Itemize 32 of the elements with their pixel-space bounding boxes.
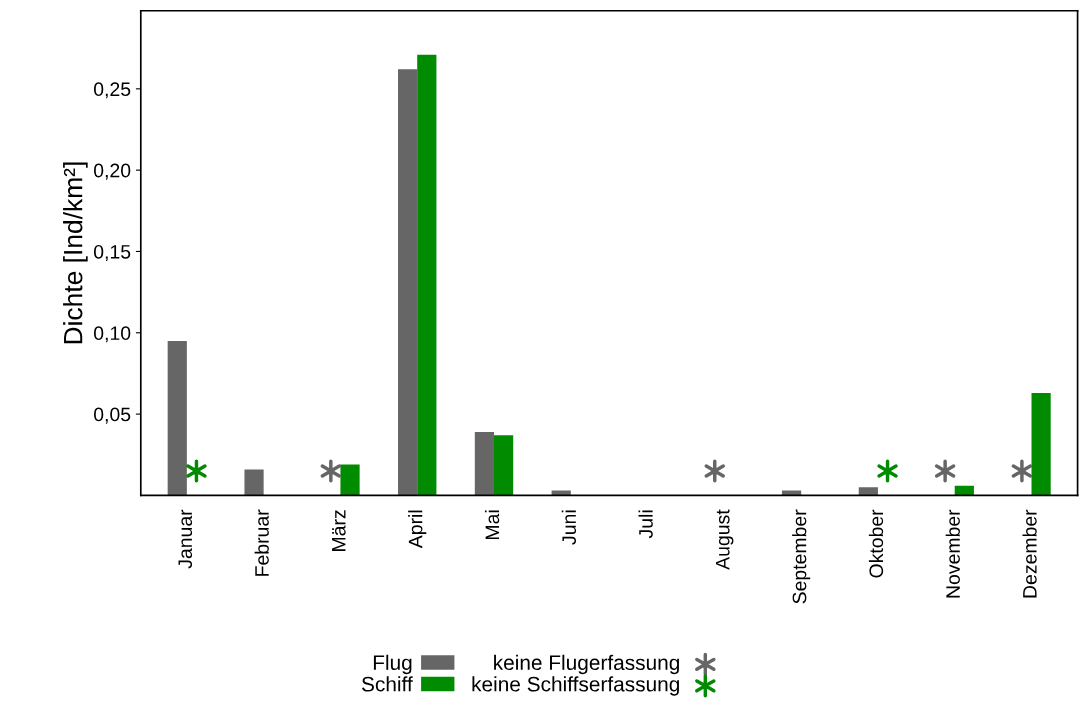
x-tick-label: September [792,509,811,604]
y-tick-label: 0,10 [93,326,131,343]
y-tick-label: 0,20 [93,163,131,180]
y-tick-label: 0,15 [93,244,131,261]
x-tick-label: Dezember [1022,509,1037,598]
y-tick-label: 0,25 [93,82,131,99]
legend-label: Schiff [361,676,413,692]
bar [954,485,974,496]
x-tick-label: Juli [638,510,653,539]
x-tick-label: Mai [484,510,500,540]
bar [417,54,437,496]
x-tick-label: Januar [178,509,193,569]
bar [398,69,418,496]
y-tick-label: 0,05 [93,407,131,424]
bar [474,431,495,496]
bar [244,469,264,496]
legend-label: Flug [373,654,412,675]
x-tick-label: Oktober [868,509,884,578]
x-tick-label: März [332,510,346,551]
legend-label: keine Flugerfassung [494,654,679,675]
bar [340,464,360,496]
x-tick-label: Februar [254,509,269,576]
x-tick-label: Juni [561,510,577,545]
bar [167,340,187,496]
bar [858,487,878,496]
y-axis-title: Dichte [Ind/km²] [63,162,88,344]
bar [494,435,514,496]
bar [1031,392,1051,496]
x-tick-label: April [408,510,427,549]
x-tick-label: August [716,509,734,570]
x-tick-label: November [945,509,960,598]
legend-label: keine Schiffserfassung [472,676,679,696]
